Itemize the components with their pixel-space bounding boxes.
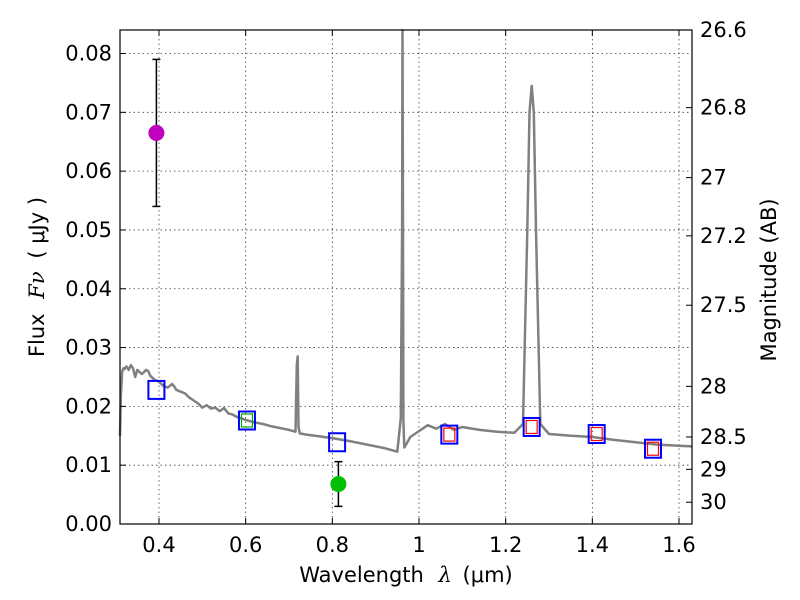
y-tick-label: 0.08 [65,42,112,66]
model-photometry-marker [147,379,166,400]
model-photometry-marker [328,432,347,453]
model-photometry-marker [522,416,541,437]
magnitude-tick-label: 26.6 [700,18,747,42]
observed-photometry-point [330,476,347,493]
magnitude-axis-ticks: 26.6 26.8 27 27.2 27.5 28 28.5 29 30 [686,18,747,514]
y-axis-ticks: 0.00 0.01 0.02 0.03 0.04 0.05 0.06 0.07 0.08 [65,42,126,536]
x-tick-label: 1.4 [576,533,609,557]
y-axis-label: Flux Fν ( μJy ) [25,197,49,357]
x-tick-label: 0.8 [316,533,349,557]
model-photometry-marker [587,424,606,445]
model-photometry-inner-marker [646,441,660,456]
y-tick-label: 0.04 [65,277,112,301]
model-photometry-inner-marker [525,419,538,435]
model-photometry-marker [237,410,256,431]
magnitude-tick-label: 29 [700,457,727,481]
x-tick-label: 1.2 [489,533,522,557]
sed-model-line [118,28,693,453]
plot-frame [119,29,693,525]
x-tick-label: 0.4 [142,533,175,557]
model-photometry-marker [440,424,459,445]
y-tick-label: 0.03 [65,336,112,360]
x-tick-label: 1.6 [662,533,695,557]
grid-lines [120,30,692,525]
magnitude-tick-label: 27.2 [700,224,747,248]
x-tick-label: 0.6 [229,533,262,557]
y-tick-label: 0.06 [65,159,112,183]
magnitude-tick-label: 30 [700,490,727,514]
model-photometry-marker [644,438,662,459]
magnitude-axis-label: Magnitude (AB) [757,198,781,361]
y-tick-label: 0.01 [65,453,112,477]
y-tick-label: 0.00 [65,512,112,536]
y-tick-label: 0.07 [65,100,112,124]
magnitude-tick-label: 28.5 [700,425,747,449]
model-photometry-inner-marker [240,413,254,428]
model-photometry-inner-marker [443,427,456,442]
x-axis-ticks: 0.4 0.6 0.8 1 1.2 1.4 1.6 [142,30,696,557]
magnitude-tick-label: 27.5 [700,293,747,317]
y-tick-label: 0.05 [65,218,112,242]
x-axis-label: Wavelength λ (μm) [299,563,512,587]
magnitude-tick-label: 26.8 [700,96,747,120]
model-photometry-inner-marker [590,426,603,442]
photometry-points [147,58,662,508]
model-layer [118,28,693,453]
observed-photometry-point [148,124,165,141]
y-tick-label: 0.02 [65,394,112,418]
magnitude-tick-label: 28 [700,374,727,398]
x-tick-label: 1 [412,533,425,557]
magnitude-tick-label: 27 [700,166,727,190]
